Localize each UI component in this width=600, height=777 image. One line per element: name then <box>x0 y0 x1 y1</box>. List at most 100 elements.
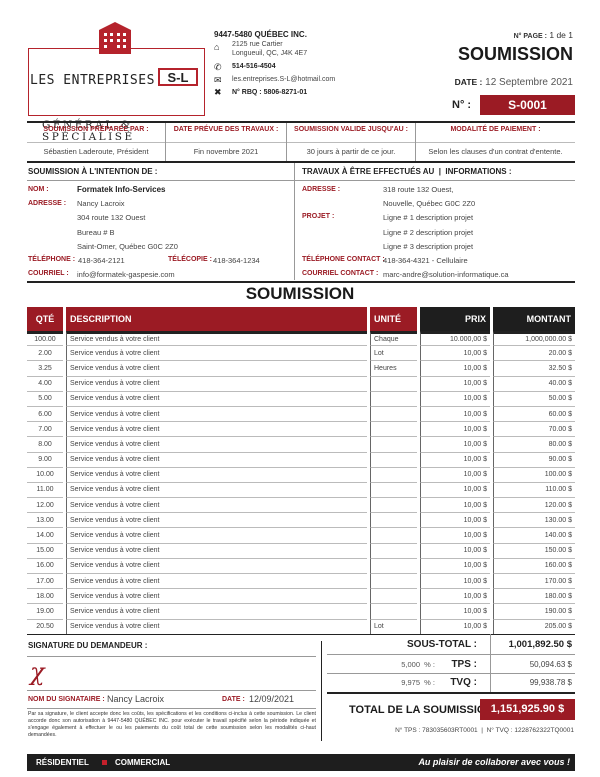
row-price: 10,00 $ <box>420 543 490 559</box>
row-amount: 90.00 $ <box>493 452 575 468</box>
row-amount: 70.00 $ <box>493 422 575 438</box>
site-heading: TRAVAUX À ÊTRE EFFECTUÉS AU | INFORMATIO… <box>302 167 512 176</box>
row-description: Service vendus à votre client <box>66 437 367 453</box>
client-address-label: ADRESSE : <box>28 200 67 207</box>
row-amount: 110.00 $ <box>493 482 575 499</box>
row-price: 10,00 $ <box>420 513 490 529</box>
row-qty: 20.50 <box>27 620 63 635</box>
row-qty: 5.00 <box>27 392 63 407</box>
divider <box>27 281 575 283</box>
signature-line <box>27 656 316 657</box>
signer-name: Nancy Lacroix <box>107 694 165 704</box>
row-amount: 150.00 $ <box>493 543 575 559</box>
row-price: 10,00 $ <box>420 361 490 377</box>
row-unit: Heures <box>370 361 417 377</box>
row-description: Service vendus à votre client <box>66 513 367 529</box>
row-amount: 190.00 $ <box>493 604 575 620</box>
row-unit <box>370 406 417 423</box>
col-description: DESCRIPTION <box>66 307 367 331</box>
site-address-1: 318 route 132 Ouest, <box>383 185 454 194</box>
company-name: 9447-5480 QUÉBEC INC. <box>214 30 307 39</box>
row-unit: Lot <box>370 619 417 635</box>
divider <box>27 634 575 635</box>
email-icon: ✉ <box>214 75 222 85</box>
signature-date-label: DATE : <box>222 696 245 703</box>
table-row: 7.00 Service vendus à votre client 10,00 $… <box>27 422 575 438</box>
building-icon <box>99 22 131 54</box>
client-fax: 418-364-1234 <box>213 256 260 265</box>
page-label: N° PAGE : <box>513 33 547 40</box>
row-description: Service vendus à votre client <box>66 361 367 377</box>
row-amount: 100.00 $ <box>493 467 575 483</box>
section-sep <box>294 163 295 280</box>
col-unit: UNITÉ <box>370 307 417 331</box>
logo-text: LES ENTREPRISES <box>30 73 157 88</box>
row-price: 10,00 $ <box>420 528 490 544</box>
row-amount: 180.00 $ <box>493 589 575 605</box>
company-address-1: 2125 rue Cartier <box>232 41 283 48</box>
row-description: Service vendus à votre client <box>66 331 367 347</box>
tools-icon: ✖ <box>214 87 222 97</box>
row-price: 10,00 $ <box>420 346 490 362</box>
site-project-1: Ligne # 1 description projet <box>383 213 474 222</box>
table-row: 9.00 Service vendus à votre client 10,00 $… <box>27 452 575 468</box>
signature-heading: SIGNATURE DU DEMANDEUR : <box>28 641 148 650</box>
row-qty: 17.00 <box>27 574 63 590</box>
row-description: Service vendus à votre client <box>66 589 367 605</box>
row-unit <box>370 543 417 559</box>
row-price: 10,00 $ <box>420 498 490 514</box>
row-unit <box>370 498 417 514</box>
client-name: Formatek Info-Services <box>77 185 166 194</box>
meta-label-valid: SOUMISSION VALIDE JUSQU'AU : <box>294 126 408 133</box>
page-number: N° PAGE : 1 de 1 <box>514 30 573 40</box>
divider <box>27 161 575 163</box>
date-label: DATE : <box>454 77 483 87</box>
table-row: 12.00 Service vendus à votre client 10,00 … <box>27 498 575 514</box>
row-unit <box>370 422 417 438</box>
meta-value-valid: 30 jours à partir de ce jour. <box>306 147 396 156</box>
site-address-2: Nouvelle, Québec G0C 2Z0 <box>383 199 476 208</box>
quote-number: S-0001 <box>480 95 575 115</box>
row-price: 10,00 $ <box>420 482 490 499</box>
client-name-label: NOM : <box>28 186 49 193</box>
client-phone-label: TÉLÉPHONE : <box>28 256 76 263</box>
subtotal: 1,001,892.50 $ <box>508 639 572 650</box>
row-price: 10,00 $ <box>420 619 490 635</box>
site-address-label: ADRESSE : <box>302 186 341 193</box>
row-unit: Lot <box>370 346 417 362</box>
meta-label-date: DATE PRÉVUE DES TRAVAUX : <box>173 126 279 133</box>
meta-sep <box>415 123 416 161</box>
col-amount: MONTANT <box>493 307 575 331</box>
phone-icon: ✆ <box>214 62 222 72</box>
signature-line <box>27 708 316 709</box>
row-amount: 130.00 $ <box>493 513 575 529</box>
divider <box>27 121 575 123</box>
row-unit: Chaque <box>370 331 417 347</box>
row-price: 10.000,00 $ <box>420 331 490 347</box>
row-unit <box>370 589 417 605</box>
date-value: 12 Septembre 2021 <box>485 77 573 88</box>
row-amount: 40.00 $ <box>493 376 575 392</box>
row-description: Service vendus à votre client <box>66 574 367 590</box>
table-row: 6.00 Service vendus à votre client 10,00 $… <box>27 406 575 423</box>
logo-sl: S-L <box>158 68 198 86</box>
row-amount: 20.00 $ <box>493 346 575 362</box>
row-unit <box>370 513 417 529</box>
row-price: 10,00 $ <box>420 558 490 574</box>
meta-label-prepared: SOUMISSION PRÉPARÉE PAR : <box>43 126 149 133</box>
row-price: 10,00 $ <box>420 589 490 605</box>
row-unit <box>370 482 417 499</box>
totals-col-sep <box>490 634 491 692</box>
site-project-2: Ligne # 2 description projet <box>383 228 474 237</box>
date-row: DATE : 12 Septembre 2021 <box>455 77 573 88</box>
signature-line <box>27 690 316 691</box>
table-row: 19.00 Service vendus à votre client 10,00 … <box>27 604 575 620</box>
table-header: QTÉ DESCRIPTION UNITÉ PRIX MONTANT <box>27 307 575 331</box>
row-amount: 205.00 $ <box>493 619 575 635</box>
tvq: 99,938.78 $ <box>529 678 572 687</box>
row-qty: 4.00 <box>27 377 63 392</box>
row-unit <box>370 604 417 620</box>
row-qty: 6.00 <box>27 407 63 423</box>
row-qty: 9.00 <box>27 453 63 468</box>
totals-divider <box>327 692 575 694</box>
